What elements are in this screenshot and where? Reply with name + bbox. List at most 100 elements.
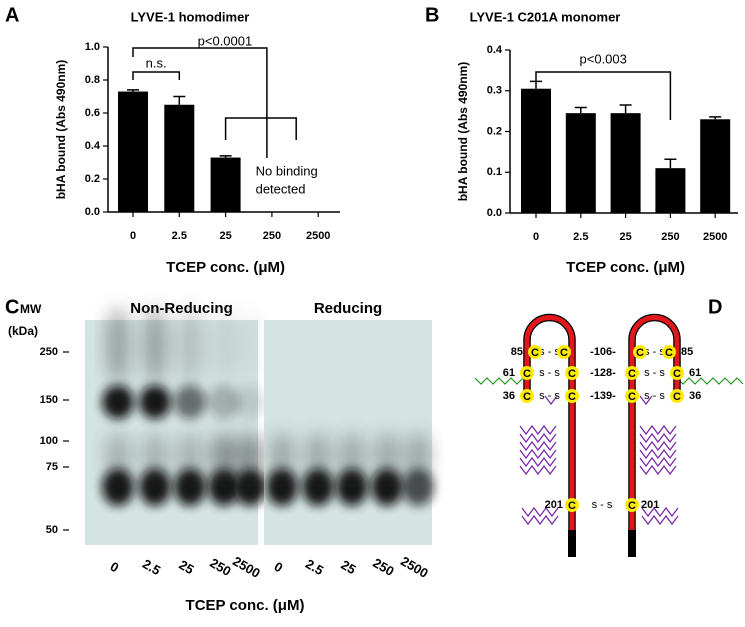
x-tick-label: 25 (619, 231, 631, 243)
bar (521, 88, 551, 213)
y-tick-label: 0.0 (85, 206, 100, 218)
disulfide: s - s (644, 346, 665, 358)
gel-smear (106, 307, 130, 383)
x-tick-label: 2500 (703, 231, 727, 243)
disulfide: s - s (644, 390, 665, 402)
cysteine (565, 366, 579, 380)
cysteine (633, 345, 647, 359)
y-tick-label: 0.2 (487, 125, 502, 137)
glycan (639, 395, 653, 406)
gel-smear (212, 307, 236, 383)
lane-label: 2.5 (303, 556, 326, 578)
panel-label: C (5, 296, 19, 318)
residue-number: 85 (511, 346, 523, 358)
glycan (641, 506, 679, 518)
y-tick-label: 1.0 (85, 41, 100, 53)
cysteine-label: C (568, 368, 576, 380)
gel-smear (177, 433, 203, 477)
error-bar (664, 158, 677, 169)
glycan (641, 514, 679, 526)
residue-number: -139- (590, 390, 616, 402)
protein (524, 315, 575, 530)
bar (164, 104, 195, 212)
x-axis-label: TCEP conc. (μM) (566, 259, 685, 276)
glycan (639, 456, 677, 468)
residue-number: -106- (590, 346, 616, 358)
gel-smear (305, 433, 331, 477)
annotation: p<0.003 (580, 51, 627, 66)
y-tick-label: 0.3 (487, 85, 502, 97)
cysteine (520, 366, 534, 380)
gel-band (371, 468, 403, 506)
gel-smear (142, 433, 168, 477)
gel-smear (143, 307, 167, 383)
gel-smear (269, 433, 295, 477)
mw-marker: 100 (40, 435, 58, 447)
mw-unit: (kDa) (8, 324, 38, 338)
annotation: p<0.0001 (198, 33, 253, 48)
error-bar (127, 89, 139, 92)
annotation: n.s. (146, 55, 167, 70)
y-tick-label: 0.1 (487, 166, 502, 178)
residue-number: -128- (590, 367, 616, 379)
glycan (639, 432, 677, 444)
gel-smear (178, 307, 202, 383)
y-axis-label: bHA bound (Abs 490nm) (456, 62, 470, 202)
x-tick-label: 0 (130, 230, 136, 242)
disulfide: s - s (539, 346, 560, 358)
gel-band (174, 385, 206, 419)
mw-marker: 50 (46, 524, 58, 536)
mw-marker: 250 (40, 346, 58, 358)
lane-label: 250 (370, 555, 396, 579)
x-tick-label: 250 (263, 230, 281, 242)
cysteine (670, 389, 684, 403)
gel-band (234, 468, 266, 506)
tm-domain (568, 530, 576, 557)
gel-band (174, 468, 206, 506)
lane-label: 250 (207, 555, 233, 579)
y-tick-label: 0.2 (85, 173, 100, 185)
cysteine (557, 345, 571, 359)
x-tick-label: 2.5 (573, 231, 588, 243)
gel-band (336, 468, 368, 506)
bar (118, 91, 148, 212)
glycan (519, 440, 557, 452)
bracket (535, 71, 672, 120)
annotation: No binding (256, 163, 318, 178)
gel-band (266, 468, 298, 506)
residue-number: 36 (689, 390, 701, 402)
cysteine (625, 366, 639, 380)
y-tick-label: 0.4 (85, 140, 101, 152)
disulfide: s - s (539, 390, 560, 402)
disulfide: s - s (592, 499, 613, 511)
gel-band (102, 385, 134, 419)
x-tick-label: 2500 (306, 230, 330, 242)
x-axis-label: TCEP conc. (μM) (186, 597, 305, 614)
cysteine-label: C (636, 347, 644, 359)
bar (565, 113, 596, 213)
mw-label: MW (20, 302, 42, 316)
gel-smear (105, 433, 131, 477)
error-bar (574, 106, 587, 114)
bar (655, 168, 686, 213)
glycan (519, 464, 557, 476)
glycan (639, 424, 677, 436)
panel-label: A (5, 4, 19, 26)
cysteine-label: C (628, 500, 636, 512)
cysteine (670, 366, 684, 380)
panel-label: D (708, 296, 722, 318)
error-bar (219, 155, 232, 158)
residue-number: 201 (641, 499, 659, 511)
gel-band (139, 385, 171, 419)
glycan (519, 448, 557, 460)
bracket (224, 117, 297, 140)
glycan (639, 440, 677, 452)
cysteine-label: C (560, 347, 568, 359)
lane-label: 25 (339, 557, 359, 577)
gel-smear (374, 433, 400, 477)
glycan (521, 506, 559, 518)
x-tick-label: 25 (219, 230, 231, 242)
glycan (474, 377, 524, 385)
glycan (676, 377, 744, 385)
